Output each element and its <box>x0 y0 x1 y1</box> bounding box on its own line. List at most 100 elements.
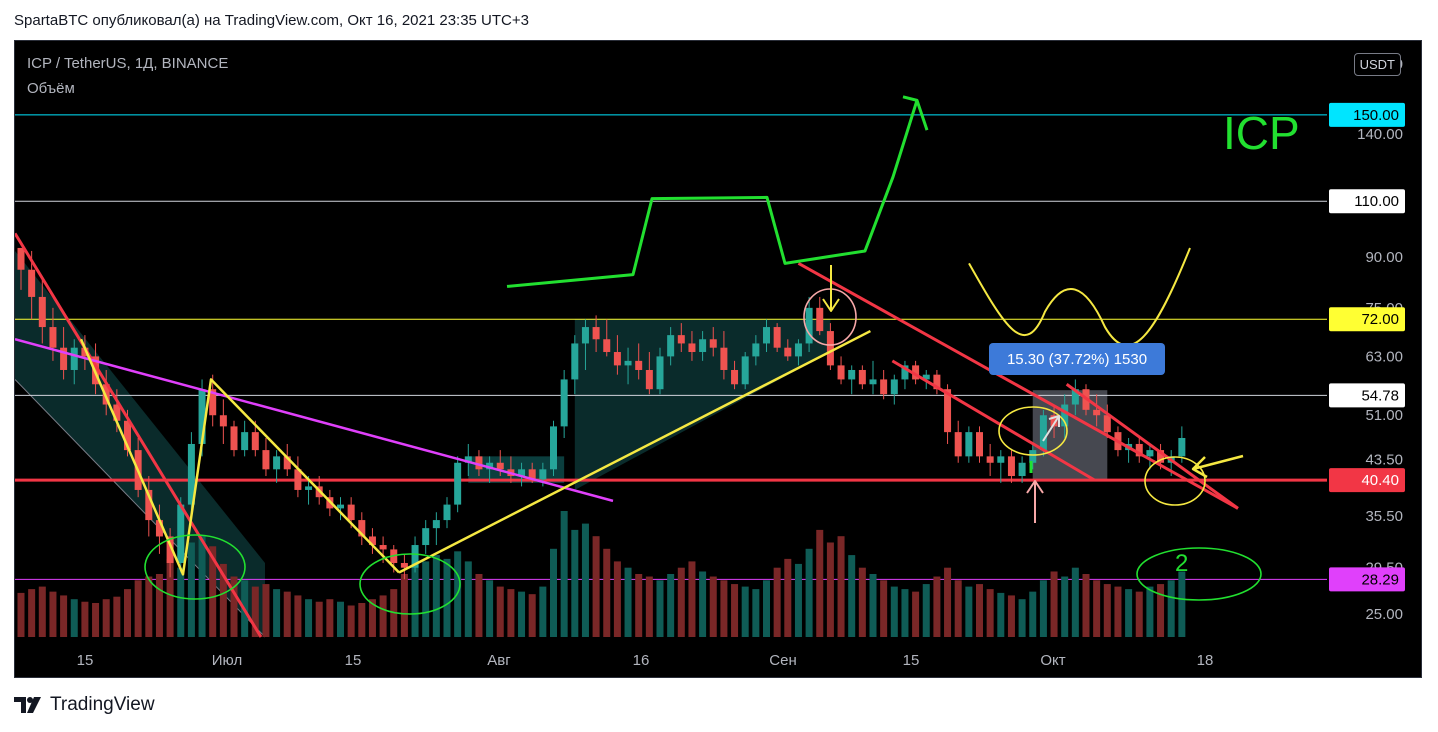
candle-body <box>166 536 174 564</box>
candle-body <box>731 369 739 385</box>
currency-badge[interactable]: USDT <box>1353 53 1401 76</box>
candle <box>1050 404 1058 438</box>
candle-body <box>581 327 589 344</box>
candle-body <box>709 339 717 348</box>
volume-bar <box>613 561 621 637</box>
volume-bar <box>358 602 366 637</box>
candle <box>933 369 941 395</box>
candle-body <box>890 379 898 395</box>
volume-bar <box>667 574 675 637</box>
projection-path-green <box>506 99 919 288</box>
candle-body <box>187 443 195 505</box>
chart-legend: ICP / TetherUS, 1Д, BINANCE Объём <box>27 55 228 105</box>
volume-bar <box>38 586 46 637</box>
candle-body <box>1071 389 1079 405</box>
candle-body <box>1007 456 1015 477</box>
price-tag-label: 54.78 <box>1361 387 1399 404</box>
candle-body <box>667 335 675 357</box>
candle <box>432 512 440 546</box>
candle <box>858 365 866 390</box>
volume-bar <box>699 571 707 637</box>
candle <box>805 296 813 353</box>
candle-body <box>784 347 792 357</box>
volume-bar <box>1029 591 1037 637</box>
price-tag-label: 72.00 <box>1361 311 1399 328</box>
candle <box>422 520 430 554</box>
candle <box>912 360 920 385</box>
candle <box>166 528 174 578</box>
volume-bar <box>262 584 270 637</box>
price-tag <box>1329 307 1405 332</box>
volume-bar <box>70 599 78 637</box>
candle-body <box>550 426 557 470</box>
candle-body <box>763 327 770 344</box>
candle-body <box>976 432 983 457</box>
candle <box>656 347 664 395</box>
candle-body <box>368 536 376 546</box>
candle-body <box>997 456 1005 463</box>
time-axis-tick: Окт <box>1040 652 1065 669</box>
volume-bar <box>1157 584 1165 637</box>
candle <box>262 437 270 477</box>
candle-body <box>603 339 611 353</box>
candle-body <box>677 335 685 344</box>
candle-body <box>198 389 206 444</box>
chart-panel[interactable]: 15.30 (37.72%) 1530ICP2180.00140.0090.00… <box>14 40 1422 678</box>
candle-body <box>699 339 707 353</box>
candle <box>49 307 57 361</box>
volume-bar <box>507 589 515 637</box>
candle-body <box>954 432 962 457</box>
candle-body <box>411 545 419 568</box>
publish-info: SpartaBTC опубликовал(а) на TradingView.… <box>14 12 529 29</box>
candle <box>880 369 888 400</box>
price-axis-tick: 43.50 <box>1365 452 1403 469</box>
price-axis-tick: 63.00 <box>1365 348 1403 365</box>
volume-bar <box>571 529 579 637</box>
volume-bar <box>965 586 973 637</box>
candle-body <box>475 456 483 470</box>
candle <box>731 360 739 390</box>
candle <box>177 497 185 573</box>
price-tag-label: 40.40 <box>1361 472 1399 489</box>
volume-bar <box>187 542 195 637</box>
volume-bar <box>794 563 802 637</box>
projection-arrow-green <box>902 95 929 131</box>
arrow-white-head <box>1048 415 1060 427</box>
candle <box>294 456 302 498</box>
volume-bar <box>922 584 930 637</box>
volume-bar <box>1007 595 1015 637</box>
volume-indicator-label[interactable]: Объём <box>27 80 75 97</box>
volume-bar <box>464 561 472 637</box>
candle-body <box>944 389 952 433</box>
candle <box>816 296 824 336</box>
volume-bar <box>347 605 355 637</box>
candle <box>613 335 621 375</box>
candle-body <box>528 469 536 480</box>
volume-bar <box>848 555 856 637</box>
candle <box>209 374 217 427</box>
volume-bar <box>624 567 632 637</box>
candle-body <box>400 563 408 568</box>
candle-body <box>635 360 643 370</box>
brand-name: TradingView <box>50 694 155 715</box>
candle <box>1018 456 1026 483</box>
candle <box>741 352 749 390</box>
wave-sketch-yellow <box>968 247 1191 347</box>
candlestick-chart[interactable]: 15.30 (37.72%) 1530ICP2180.00140.0090.00… <box>15 41 1422 678</box>
candle-body <box>219 415 227 427</box>
candle-body <box>464 456 472 463</box>
candle-body <box>1157 450 1165 463</box>
volume-bar <box>326 599 334 637</box>
volume-bar <box>518 591 526 637</box>
candle <box>38 276 46 344</box>
candle <box>1061 394 1069 438</box>
candle-body <box>794 343 802 357</box>
candle <box>496 450 504 477</box>
symbol-title[interactable]: ICP / TetherUS, 1Д, BINANCE <box>27 55 229 72</box>
volume-bar <box>411 563 419 637</box>
candle <box>400 553 408 580</box>
volume-bar <box>1103 584 1111 637</box>
circle-annotation-yellow <box>1144 456 1206 506</box>
volume-bar <box>997 592 1005 637</box>
volume-bar <box>954 580 962 637</box>
